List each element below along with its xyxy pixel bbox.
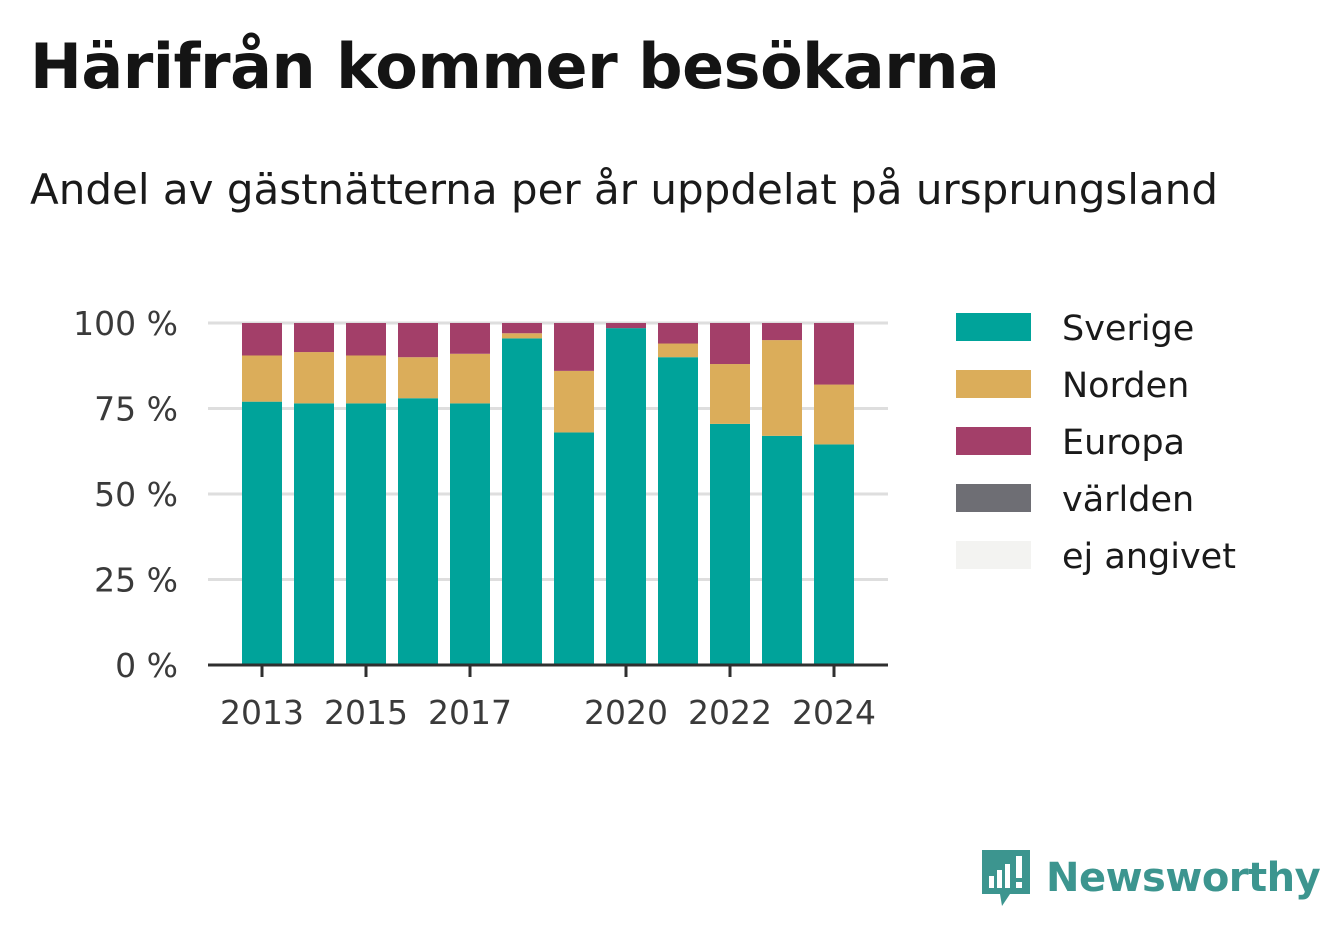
bar-segment-sverige-2015 — [346, 403, 386, 665]
bar-segment-europa-2020 — [606, 323, 646, 329]
x-tick-label: 2013 — [220, 693, 304, 732]
bar-segment-norden-2017 — [450, 353, 490, 404]
bar-segment-europa-2017 — [450, 323, 490, 354]
legend-label: världen — [1062, 480, 1194, 520]
legend: Sverige Norden Europa världen ej angivet — [956, 309, 1236, 577]
bar-segment-sverige-2020 — [606, 328, 646, 665]
bar-segment-norden-2014 — [294, 352, 334, 404]
bar-segment-europa-2021 — [658, 323, 698, 344]
bar-segment-sverige-2019 — [554, 432, 594, 665]
y-tick-label: 50 % — [94, 475, 178, 514]
bar-segment-sverige-2023 — [762, 435, 802, 665]
x-tick-label: 2017 — [428, 693, 512, 732]
y-tick-label: 100 % — [73, 304, 178, 343]
bar-segment-europa-2016 — [398, 323, 438, 358]
bar-segment-norden-2021 — [658, 343, 698, 358]
chart-title: Härifrån kommer besökarna — [30, 30, 1000, 103]
bar-segment-europa-2015 — [346, 323, 386, 356]
bar-segment-sverige-2016 — [398, 398, 438, 665]
bar-segment-sverige-2014 — [294, 403, 334, 665]
legend-swatch-ej-angivet — [956, 541, 1031, 569]
bar-segment-norden-2022 — [710, 364, 750, 424]
bar-segment-norden-2015 — [346, 355, 386, 404]
bar-segment-europa-2013 — [242, 323, 282, 356]
legend-label: ej angivet — [1062, 537, 1236, 577]
bar-segment-norden-2019 — [554, 370, 594, 433]
legend-label: Sverige — [1062, 309, 1194, 349]
bar-segment-europa-2014 — [294, 323, 334, 353]
chart-subtitle: Andel av gästnätterna per år uppdelat på… — [30, 165, 1218, 214]
y-tick-label: 75 % — [94, 390, 178, 429]
bar-segment-sverige-2018 — [502, 338, 542, 665]
legend-label: Europa — [1062, 423, 1185, 463]
bar-segment-europa-2019 — [554, 323, 594, 371]
y-tick-label: 0 % — [115, 646, 178, 685]
bar-segment-norden-2023 — [762, 340, 802, 436]
bar-segment-europa-2023 — [762, 323, 802, 341]
bar-segment-norden-2013 — [242, 355, 282, 402]
bar-segment-europa-2018 — [502, 323, 542, 334]
bar-segment-sverige-2024 — [814, 444, 854, 665]
axes: 0 % 25 % 50 % 75 % 100 % 2013 2015 2017 2020 2022… — [73, 304, 888, 732]
bars — [242, 323, 854, 665]
x-tick-label: 2020 — [584, 693, 668, 732]
bar-segment-europa-2022 — [710, 323, 750, 365]
legend-swatch-världen — [956, 484, 1031, 512]
x-tick-label: 2024 — [792, 693, 876, 732]
legend-swatch-sverige — [956, 313, 1031, 341]
newsworthy-logo-icon — [982, 850, 1030, 906]
bar-segment-europa-2024 — [814, 323, 854, 385]
brand-name: Newsworthy — [1046, 855, 1321, 901]
bar-segment-sverige-2017 — [450, 403, 490, 665]
legend-label: Norden — [1062, 366, 1189, 406]
bar-segment-sverige-2022 — [710, 423, 750, 665]
x-tick-label: 2022 — [688, 693, 772, 732]
bar-segment-norden-2016 — [398, 357, 438, 399]
y-tick-label: 25 % — [94, 561, 178, 600]
bar-segment-norden-2024 — [814, 384, 854, 445]
bar-segment-sverige-2021 — [658, 357, 698, 665]
legend-swatch-europa — [956, 427, 1031, 455]
legend-swatch-norden — [956, 370, 1031, 398]
bar-segment-norden-2018 — [502, 333, 542, 339]
x-tick-label: 2015 — [324, 693, 408, 732]
bar-segment-sverige-2013 — [242, 401, 282, 665]
newsworthy-brand: Newsworthy — [980, 848, 1321, 908]
